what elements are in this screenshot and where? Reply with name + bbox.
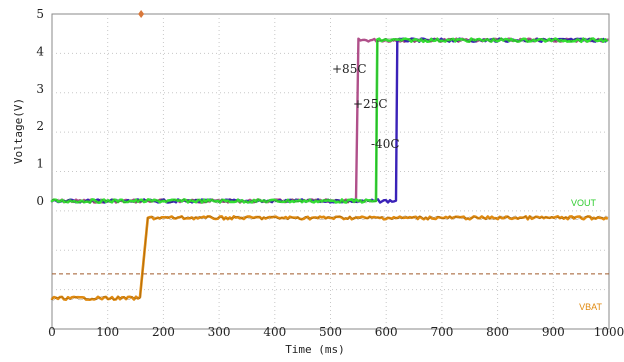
plot-area (51, 13, 610, 330)
grid-lines (52, 14, 609, 329)
y-tick-label: 1 (36, 157, 44, 171)
y-tick-labels: 0 1 2 3 4 5 (36, 7, 44, 208)
x-tick-label: 800 (486, 325, 509, 339)
annotation-minus40c: -40C (371, 137, 400, 151)
annotation-plus25c: +25C (353, 97, 388, 111)
channel-label-vout: VOUT (571, 198, 597, 208)
y-tick-label: 2 (36, 119, 44, 133)
x-tick-label: 500 (319, 325, 342, 339)
traces (50, 37, 609, 301)
x-tick-label: 100 (96, 325, 119, 339)
x-tick-label: 1000 (594, 325, 624, 339)
channel-label-vbat: VBAT (579, 302, 602, 312)
x-tick-label: 700 (430, 325, 453, 339)
x-axis-label: Time (ms) (285, 343, 345, 356)
x-tick-label: 200 (152, 325, 175, 339)
x-tick-labels: 0 100 200 300 400 500 600 700 800 900 1000 (48, 325, 624, 339)
x-tick-label: 0 (48, 325, 56, 339)
y-tick-label: 5 (36, 7, 44, 21)
y-tick-label: 4 (36, 44, 44, 58)
x-tick-label: 600 (375, 325, 398, 339)
x-tick-label: 400 (263, 325, 286, 339)
y-tick-label: 3 (36, 82, 44, 96)
y-axis-label: Voltage(V) (12, 98, 25, 164)
x-tick-label: 300 (208, 325, 231, 339)
x-tick-label: 900 (542, 325, 565, 339)
series-vbat-noise (51, 215, 608, 301)
trigger-marker-icon (138, 10, 145, 18)
y-tick-label: 0 (36, 194, 44, 208)
annotation-plus85c: +85C (332, 62, 367, 76)
series-vout-noise (51, 37, 608, 204)
